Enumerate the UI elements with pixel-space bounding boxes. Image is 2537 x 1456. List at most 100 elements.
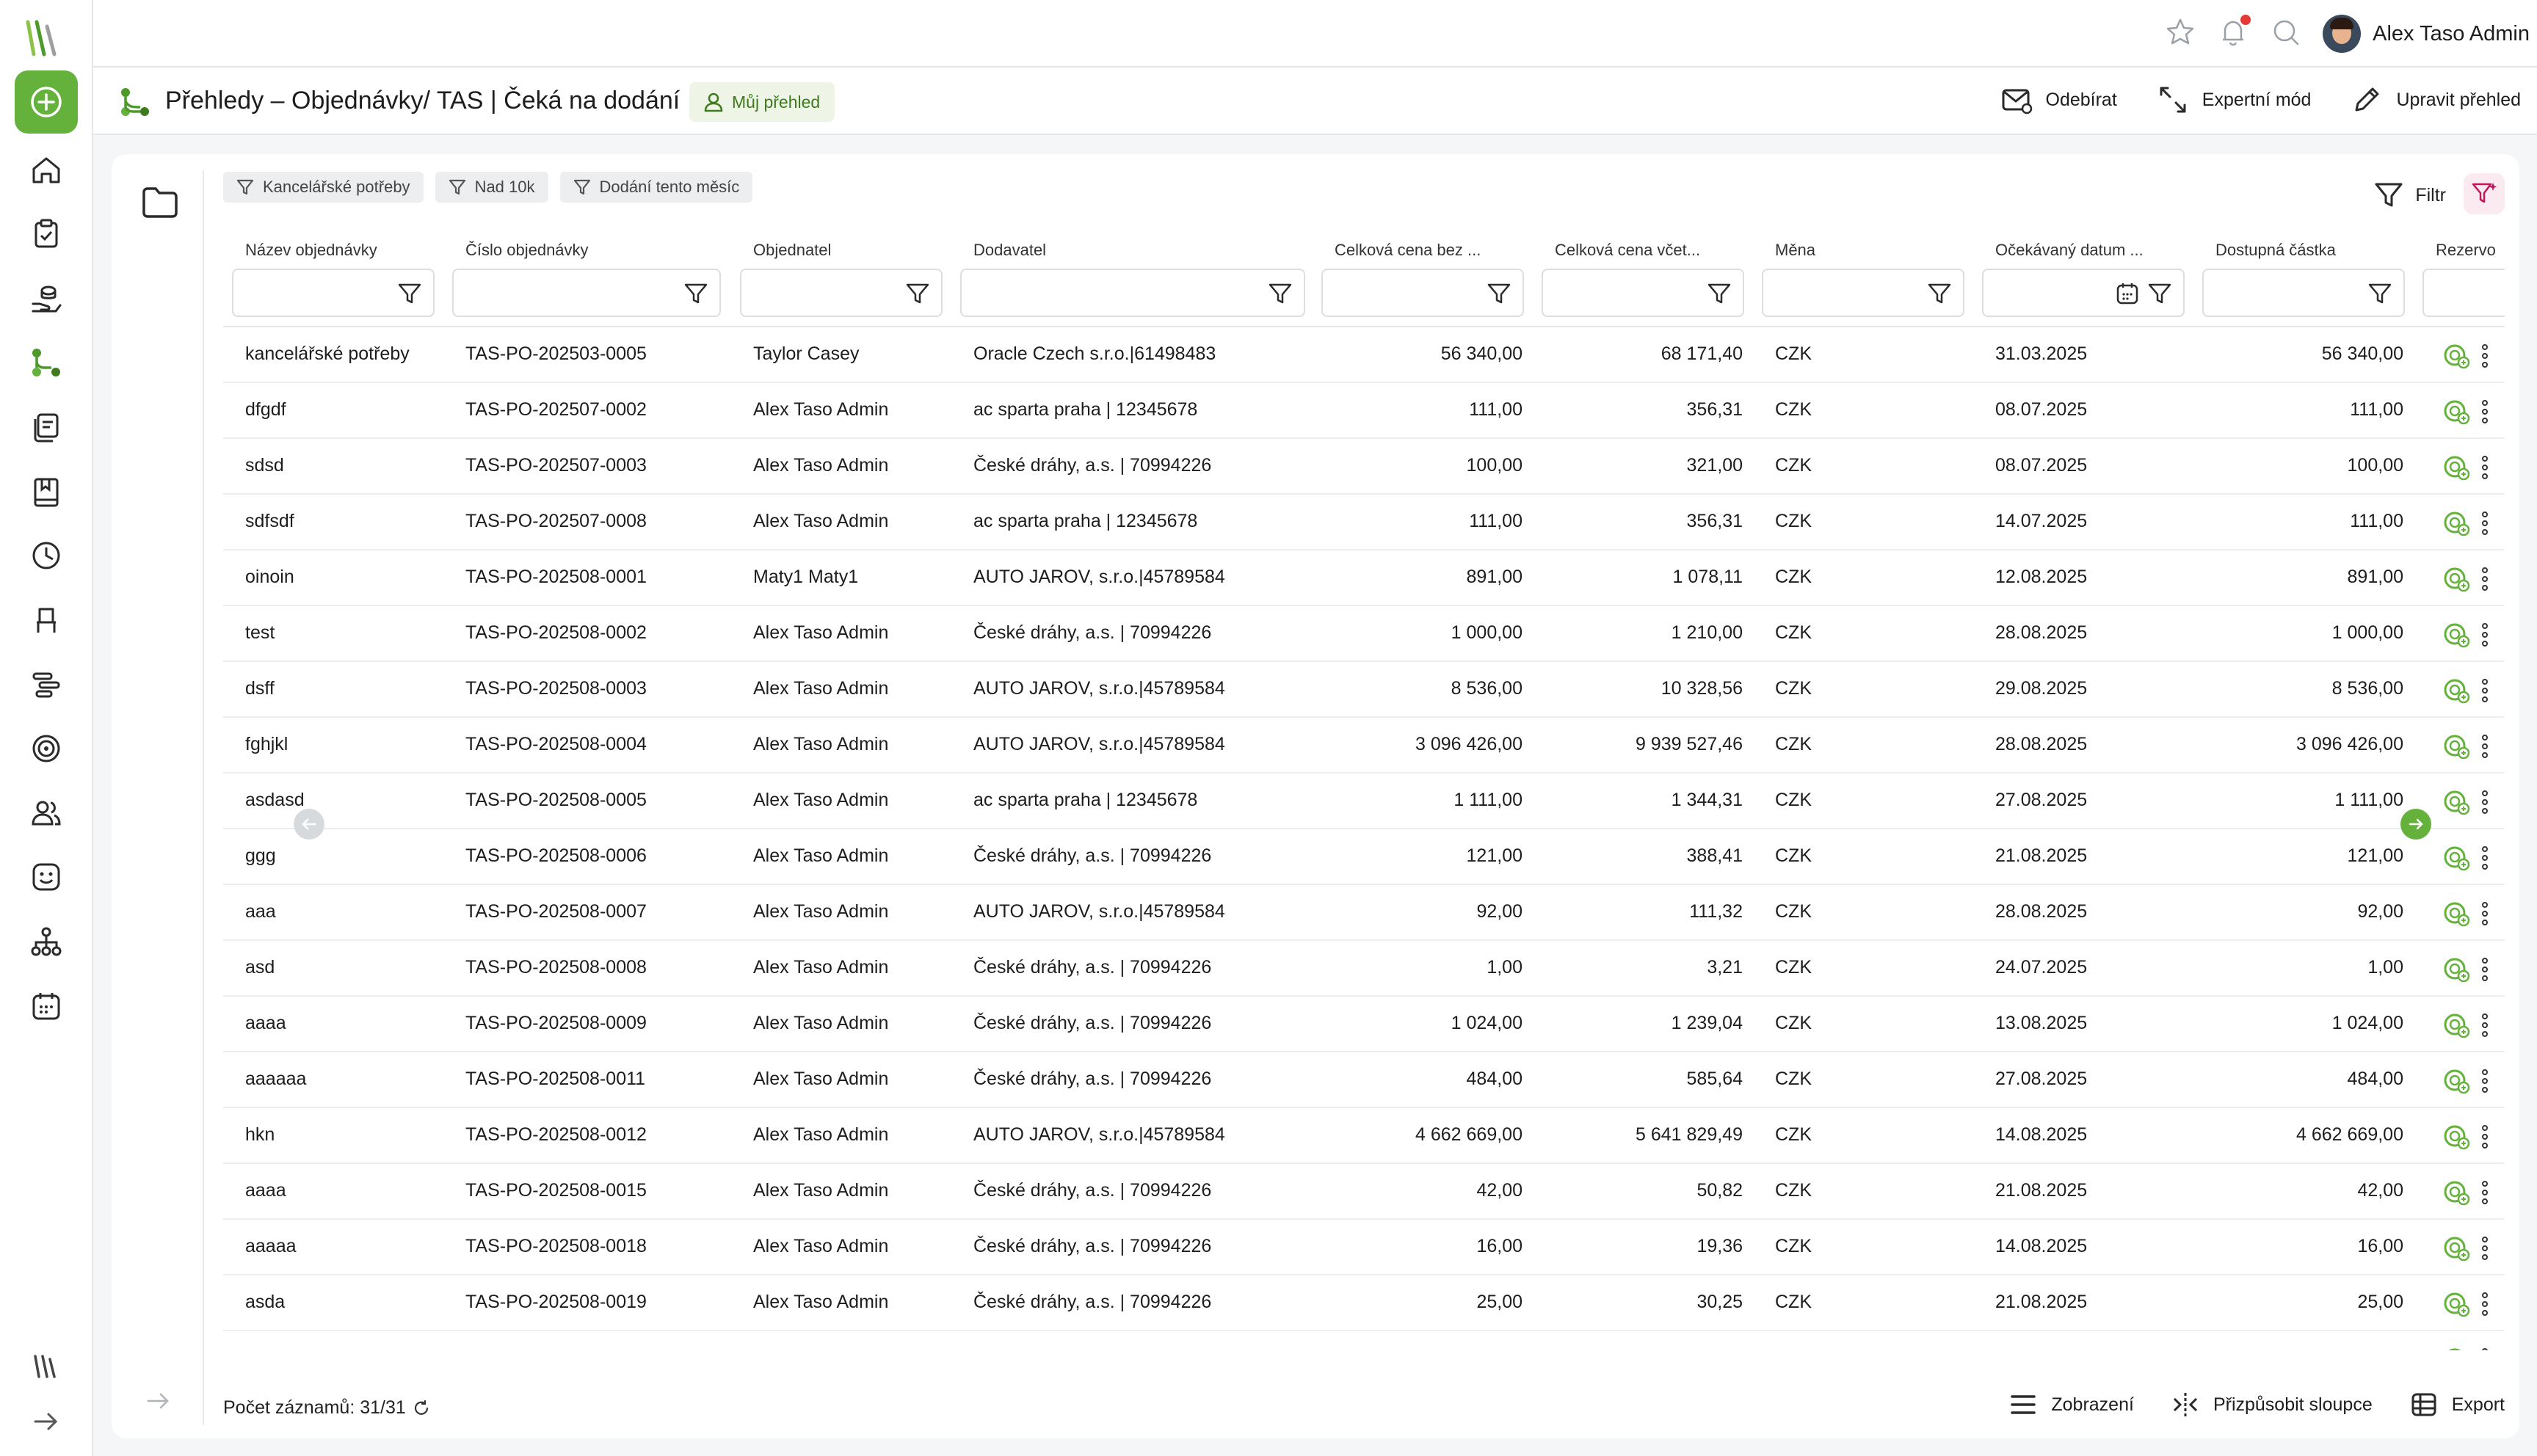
- scroll-right-button[interactable]: [2400, 809, 2431, 840]
- create-new-button[interactable]: [15, 70, 78, 134]
- more-options-icon[interactable]: [2480, 1346, 2490, 1350]
- reservation-icon[interactable]: [2442, 787, 2472, 818]
- table-row[interactable]: dfgdf TAS-PO-202507-0002 Alex Taso Admin ac…: [223, 383, 2505, 439]
- funnel-icon[interactable]: [2146, 280, 2173, 307]
- reservation-icon[interactable]: [2442, 1233, 2472, 1264]
- reservation-icon[interactable]: [2442, 842, 2472, 873]
- table-row[interactable]: aaa TAS-PO-202508-0007 Alex Taso Admin AUTO…: [223, 885, 2505, 941]
- calendar-icon[interactable]: [2114, 280, 2141, 307]
- column-header-reservation[interactable]: Rezervo: [2436, 241, 2496, 259]
- more-options-icon[interactable]: [2480, 1123, 2490, 1151]
- column-filter-orderer[interactable]: [740, 269, 943, 317]
- sidebar-item-time[interactable]: [26, 536, 66, 575]
- table-row[interactable]: aaaa TAS-PO-202508-0015 Alex Taso Admin Čes…: [223, 1164, 2505, 1220]
- table-row[interactable]: sdsd TAS-PO-202507-0003 Alex Taso Admin Čes…: [223, 439, 2505, 495]
- star-icon[interactable]: [2164, 16, 2196, 48]
- scroll-left-button[interactable]: [294, 809, 324, 840]
- more-options-icon[interactable]: [2480, 1179, 2490, 1206]
- sidebar-item-people[interactable]: [26, 793, 66, 833]
- column-filter-expected-date[interactable]: [1982, 269, 2185, 317]
- funnel-icon[interactable]: [904, 280, 931, 307]
- reservation-icon[interactable]: [2442, 898, 2472, 929]
- sidebar-item-organization[interactable]: [26, 922, 66, 961]
- export-button[interactable]: Export: [2409, 1390, 2505, 1419]
- column-header-currency[interactable]: Měna: [1775, 241, 1816, 259]
- funnel-icon[interactable]: [1926, 280, 1953, 307]
- table-row[interactable]: asd TAS-PO-202508-0008 Alex Taso Admin Česk…: [223, 941, 2505, 997]
- more-options-icon[interactable]: [2480, 454, 2490, 481]
- filter-chip[interactable]: Dodání tento měsíc: [559, 172, 753, 203]
- more-options-icon[interactable]: [2480, 900, 2490, 928]
- reservation-icon[interactable]: [2442, 1344, 2472, 1350]
- table-row[interactable]: fdasfd TAS-PO-202508-0020 Alex Taso Admin A…: [223, 1331, 2505, 1350]
- column-header-available-amount[interactable]: Dostupná částka: [2215, 241, 2336, 259]
- more-options-icon[interactable]: [2480, 565, 2490, 593]
- more-options-icon[interactable]: [2480, 621, 2490, 649]
- reservation-icon[interactable]: [2442, 1010, 2472, 1041]
- more-options-icon[interactable]: [2480, 509, 2490, 537]
- more-options-icon[interactable]: [2480, 1234, 2490, 1262]
- my-overview-badge[interactable]: Můj přehled: [689, 82, 835, 122]
- column-filter-reservation[interactable]: [2422, 269, 2505, 317]
- more-options-icon[interactable]: [2480, 1011, 2490, 1039]
- reservation-icon[interactable]: [2442, 452, 2472, 483]
- filter-button[interactable]: Filtr: [2373, 179, 2446, 211]
- table-row[interactable]: sdfsdf TAS-PO-202507-0008 Alex Taso Admin a…: [223, 495, 2505, 550]
- table-row[interactable]: hkn TAS-PO-202508-0012 Alex Taso Admin AUTO…: [223, 1108, 2505, 1164]
- table-row[interactable]: dsff TAS-PO-202508-0003 Alex Taso Admin AUT…: [223, 662, 2505, 718]
- funnel-icon[interactable]: [683, 280, 709, 307]
- column-header-expected-date[interactable]: Očekávaný datum ...: [1995, 241, 2144, 259]
- sidebar-item-tasks[interactable]: [26, 214, 66, 254]
- notifications-button[interactable]: [2217, 15, 2251, 48]
- sidebar-item-projects[interactable]: [26, 665, 66, 705]
- search-icon[interactable]: [2270, 16, 2302, 48]
- reservation-icon[interactable]: [2442, 564, 2472, 594]
- funnel-icon[interactable]: [1267, 280, 1293, 307]
- more-options-icon[interactable]: [2480, 1067, 2490, 1095]
- funnel-icon[interactable]: [1706, 280, 1732, 307]
- more-options-icon[interactable]: [2480, 788, 2490, 816]
- view-button[interactable]: Zobrazení: [2008, 1390, 2134, 1419]
- sidebar-item-home[interactable]: [26, 150, 66, 190]
- edit-overview-button[interactable]: Upravit přehled: [2351, 84, 2521, 116]
- filter-chip[interactable]: Nad 10k: [435, 172, 548, 203]
- more-options-icon[interactable]: [2480, 342, 2490, 370]
- table-row[interactable]: asda TAS-PO-202508-0019 Alex Taso Admin Čes…: [223, 1275, 2505, 1331]
- column-filter-available-amount[interactable]: [2202, 269, 2405, 317]
- reservation-icon[interactable]: [2442, 619, 2472, 650]
- sidebar-item-finance[interactable]: [26, 279, 66, 318]
- filter-chip[interactable]: Kancelářské potřeby: [223, 172, 424, 203]
- sidebar-item-goals[interactable]: [26, 729, 66, 768]
- column-header-orderer[interactable]: Objednatel: [753, 241, 832, 259]
- funnel-icon[interactable]: [1486, 280, 1512, 307]
- funnel-icon[interactable]: [396, 280, 423, 307]
- column-header-order-number[interactable]: Číslo objednávky: [465, 241, 589, 259]
- reservation-icon[interactable]: [2442, 1121, 2472, 1152]
- more-options-icon[interactable]: [2480, 398, 2490, 426]
- column-filter-price-incl-vat[interactable]: [1542, 269, 1744, 317]
- reservation-icon[interactable]: [2442, 675, 2472, 706]
- more-options-icon[interactable]: [2480, 844, 2490, 872]
- sidebar-item-office[interactable]: [26, 600, 66, 640]
- column-filter-order-number[interactable]: [452, 269, 721, 317]
- sidebar-item-catalog[interactable]: [26, 472, 66, 512]
- sidebar-item-feedback[interactable]: [26, 857, 66, 897]
- customize-columns-button[interactable]: Přizpůsobit sloupce: [2171, 1390, 2373, 1419]
- reservation-icon[interactable]: [2442, 1289, 2472, 1320]
- more-options-icon[interactable]: [2480, 956, 2490, 983]
- table-row[interactable]: oinoin TAS-PO-202508-0001 Maty1 Maty1 AUTO …: [223, 550, 2505, 606]
- refresh-icon[interactable]: [412, 1399, 431, 1418]
- table-row[interactable]: asdasd TAS-PO-202508-0005 Alex Taso Admin a…: [223, 774, 2505, 829]
- table-row[interactable]: kancelářské potřeby TAS-PO-202503-0005 Tay…: [223, 327, 2505, 383]
- reservation-icon[interactable]: [2442, 341, 2472, 371]
- reservation-icon[interactable]: [2442, 508, 2472, 539]
- reservation-icon[interactable]: [2442, 731, 2472, 762]
- sidebar-item-workflows[interactable]: [26, 343, 66, 382]
- reservation-icon[interactable]: [2442, 396, 2472, 427]
- table-row[interactable]: ggg TAS-PO-202508-0006 Alex Taso Admin Česk…: [223, 829, 2505, 885]
- table-row[interactable]: aaaaaa TAS-PO-202508-0011 Alex Taso Admin Č…: [223, 1052, 2505, 1108]
- reservation-icon[interactable]: [2442, 1177, 2472, 1208]
- subscribe-button[interactable]: Odebírat: [2000, 84, 2117, 116]
- more-options-icon[interactable]: [2480, 677, 2490, 705]
- column-header-order-name[interactable]: Název objednávky: [245, 241, 377, 259]
